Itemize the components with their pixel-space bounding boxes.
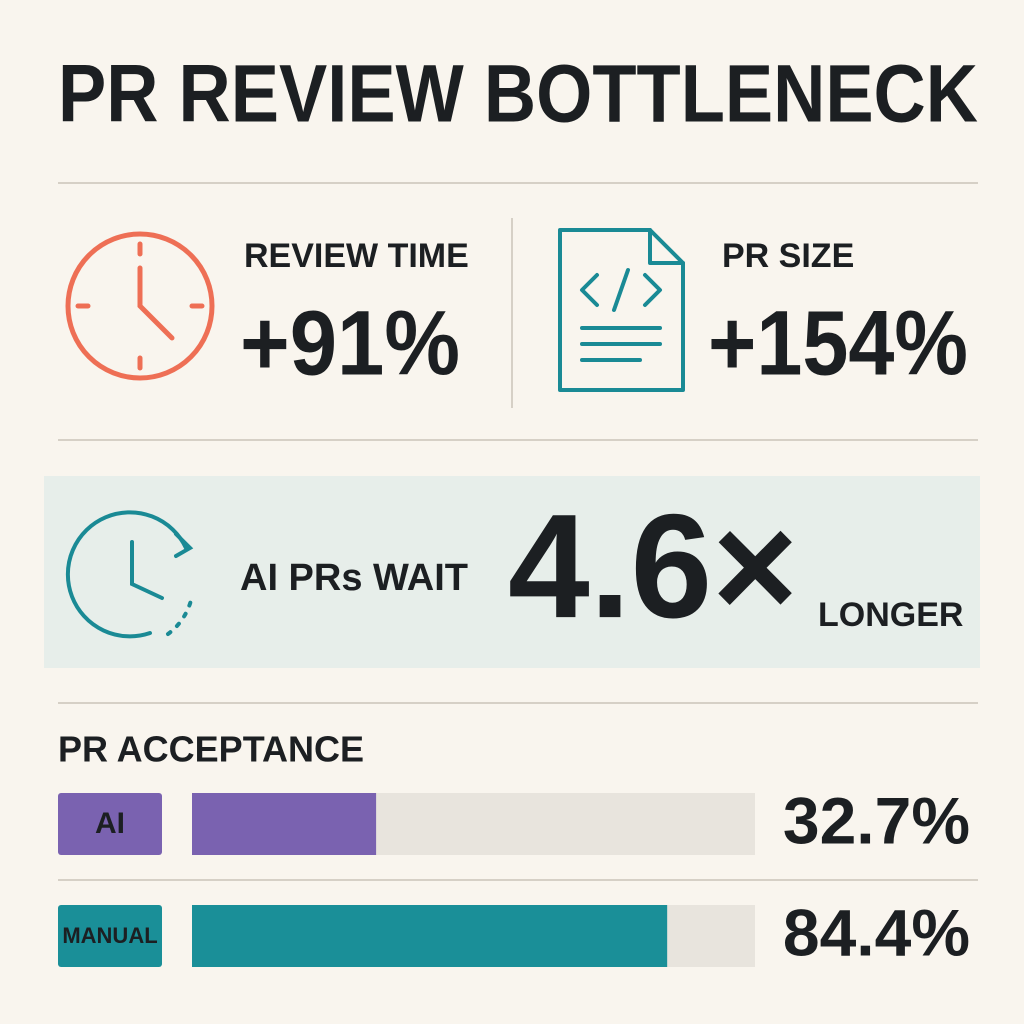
highlight-panel xyxy=(44,476,980,668)
row-label: MANUAL xyxy=(62,923,157,948)
wait-icon xyxy=(65,510,194,639)
stat-label: REVIEW TIME xyxy=(244,237,469,275)
highlight-suffix: LONGER xyxy=(818,596,963,634)
value-label: 84.4% xyxy=(783,895,970,969)
code-file-icon xyxy=(558,228,685,392)
stat-value: +91% xyxy=(240,292,460,394)
stat-value: +154% xyxy=(708,292,968,394)
highlight-prefix: AI PRs WAIT xyxy=(240,557,468,599)
bar xyxy=(192,793,377,855)
title: PR REVIEW BOTTLENECK xyxy=(58,49,978,140)
section-title: PR ACCEPTANCE xyxy=(58,729,364,770)
stat-label: PR SIZE xyxy=(722,237,854,275)
label-badge xyxy=(58,905,162,967)
clock-icon xyxy=(65,231,215,381)
bar xyxy=(192,905,668,967)
value-label: 32.7% xyxy=(783,783,970,857)
row-label: AI xyxy=(95,807,125,840)
label-badge xyxy=(58,793,162,855)
highlight-value: 4.6× xyxy=(508,484,798,649)
